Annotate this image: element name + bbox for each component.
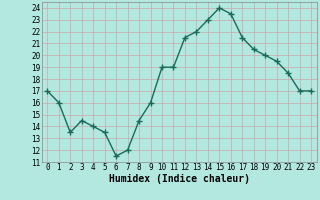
X-axis label: Humidex (Indice chaleur): Humidex (Indice chaleur) — [109, 174, 250, 184]
